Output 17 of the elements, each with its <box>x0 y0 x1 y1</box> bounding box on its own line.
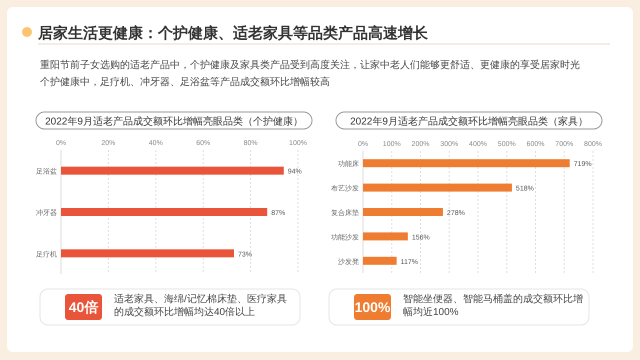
bar <box>61 208 268 216</box>
text: 智能坐便器、智能马桶盖的成交额环比增幅均近100% <box>403 293 583 319</box>
text: 40倍 <box>68 299 98 315</box>
chart-title: 2022年9月适老产品成交额环比增幅亮眼品类（家具） <box>350 116 588 128</box>
text: 重阳节前子女选购的适老产品中，个护健康及家具类产品受到高度关注，让家中老人们能够更舒适、更健康的享受居家时光 <box>40 59 580 71</box>
bar <box>363 184 512 192</box>
text: 100% <box>354 299 391 315</box>
text: 适老家具、海绵/记忆棉床垫、医疗家具的成交额环比增幅均达40倍以上 <box>114 293 288 319</box>
bar <box>363 256 397 265</box>
text: 居家生活更健康：个护健康、适老家具等品类产品高速增长 <box>37 24 429 42</box>
bar <box>363 232 408 240</box>
text: 个护健康中，足疗机、冲牙器、足浴盆等产品成交额环比增幅较高 <box>40 76 330 88</box>
bar <box>61 166 284 175</box>
bar <box>363 208 443 216</box>
bar <box>363 159 570 168</box>
bar <box>61 249 234 258</box>
chart-title: 2022年9月适老产品成交额环比增幅亮眼品类（个护健康） <box>45 116 303 128</box>
